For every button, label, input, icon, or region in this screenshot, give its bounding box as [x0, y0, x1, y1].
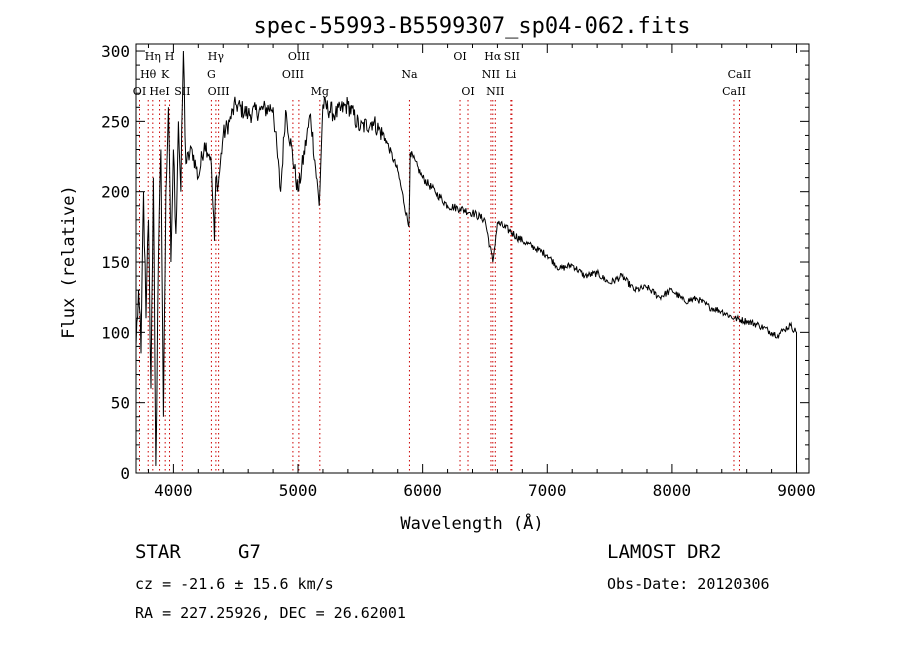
marker-label: CaII — [722, 85, 746, 98]
y-tick-label: 300 — [101, 42, 130, 61]
marker-label: OIII — [208, 85, 230, 98]
coordinates: RA = 227.25926, DEC = 26.62001 — [135, 604, 406, 622]
x-tick-label: 4000 — [154, 481, 193, 500]
object-class: STAR — [135, 541, 181, 563]
chart-title: spec-55993-B5599307_sp04-062.fits — [253, 14, 690, 39]
marker-label: NII — [482, 68, 500, 81]
survey-name: LAMOST DR2 — [607, 541, 722, 563]
y-tick-label: 0 — [120, 464, 130, 483]
x-tick-label: 5000 — [279, 481, 318, 500]
y-axis-label: Flux (relative) — [59, 185, 79, 339]
y-tick-label: 250 — [101, 112, 130, 131]
marker-label: H — [165, 50, 175, 63]
marker-label: Hα — [484, 50, 502, 63]
spectrum-line — [135, 50, 797, 473]
marker-label: OI — [461, 85, 474, 98]
marker-label: OI — [453, 50, 466, 63]
redshift-cz: cz = -21.6 ± 15.6 km/s — [135, 575, 334, 593]
x-tick-label: 8000 — [653, 481, 692, 500]
axes: 4000 5000 6000 7000 8000 9000 0 50 100 150 200 250 3… — [101, 42, 816, 500]
marker-label: Mg — [311, 85, 329, 98]
observation-date: Obs-Date: 20120306 — [607, 575, 770, 593]
spectrum-series — [135, 50, 797, 473]
x-tick-label: 7000 — [528, 481, 567, 500]
marker-label: CaII — [728, 68, 752, 81]
marker-label: OIII — [282, 68, 304, 81]
marker-label: OIII — [288, 50, 310, 63]
marker-label: G — [207, 68, 216, 81]
y-tick-label: 200 — [101, 183, 130, 202]
marker-label: K — [161, 68, 170, 81]
y-tick-label: 50 — [111, 394, 130, 413]
marker-label: Li — [505, 68, 516, 81]
marker-label: Na — [401, 68, 418, 81]
x-axis-label: Wavelength (Å) — [400, 512, 543, 534]
emission-line-markers: OI Hθ Hη HeI KH SII Hγ G OIII OIII OIII Mg Na OI OI Hα N… — [133, 50, 751, 473]
x-tick-label: 6000 — [403, 481, 442, 500]
marker-label: Hγ — [208, 50, 225, 63]
y-tick-label: 100 — [101, 323, 130, 342]
marker-label: SII — [504, 50, 520, 63]
y-tick-label: 150 — [101, 253, 130, 272]
marker-label: OI — [133, 85, 146, 98]
marker-label: Hθ — [140, 68, 157, 81]
object-subclass: G7 — [238, 541, 261, 563]
marker-label: HeI — [149, 85, 169, 98]
x-tick-label: 9000 — [777, 481, 816, 500]
marker-label: NII — [486, 85, 504, 98]
marker-label: Hη — [145, 50, 161, 63]
